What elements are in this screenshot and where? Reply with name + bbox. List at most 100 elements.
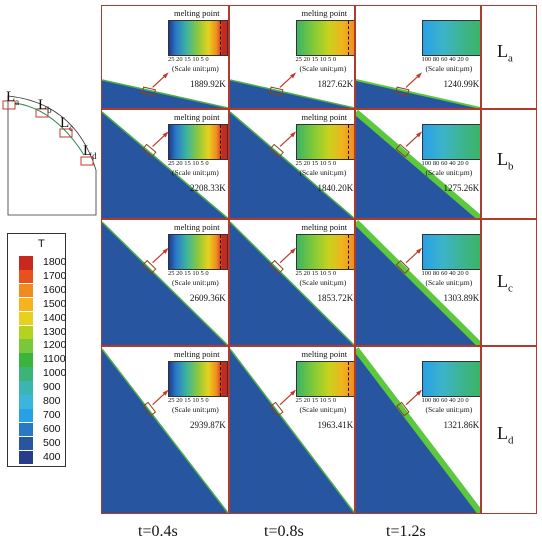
schematic-label-lb: Lb	[38, 97, 52, 115]
melting-point-line	[220, 361, 221, 396]
temperature-field	[355, 109, 480, 218]
zoom-inset	[295, 360, 354, 397]
simulation-cell: melting point 25 20 15 10 5 0 (Scale unit:…	[102, 219, 228, 345]
simulation-cell: melting point 25 20 15 10 5 0 (Scale unit:…	[102, 346, 228, 513]
temperature-field	[229, 348, 354, 513]
peak-temperature-value: 2208.33K	[190, 182, 226, 193]
legend-swatch	[19, 422, 33, 437]
scale-unit-label: (Scale unit:μm)	[425, 404, 473, 414]
legend-swatch	[19, 395, 33, 409]
legend-swatch	[19, 381, 33, 395]
melting-point-label: melting point	[301, 8, 348, 18]
legend-value: 1300	[43, 325, 67, 338]
temperature-field	[355, 72, 480, 108]
peak-temperature-value: 1240.99K	[443, 79, 480, 89]
legend-swatch	[19, 450, 33, 465]
zoom-inset	[168, 123, 228, 160]
scale-ticks: 25 20 15 10 5 0	[168, 269, 209, 277]
simulation-cell: melting point 25 20 15 10 5 0 (Scale unit:…	[229, 109, 354, 218]
scale-ticks: 100 80 60 40 20 0	[421, 396, 469, 404]
scale-unit-label: (Scale unit:μm)	[425, 167, 473, 177]
melting-point-label: melting point	[174, 8, 220, 18]
row-label-lc: Lc	[497, 271, 513, 295]
melting-point-line	[220, 234, 221, 269]
temperature-field	[102, 110, 228, 218]
legend-swatch	[19, 269, 33, 284]
scale-ticks: 100 80 60 40 20 0	[421, 159, 469, 167]
melting-point-line	[347, 21, 349, 55]
peak-temperature-value: 1827.62K	[317, 79, 354, 89]
simulation-cell: melting point 25 20 15 10 5 0 (Scale unit:…	[102, 109, 228, 218]
melting-point-line	[220, 21, 221, 55]
column-label-t08: t=0.8s	[264, 523, 304, 540]
scale-unit-label: (Scale unit:μm)	[299, 167, 347, 177]
legend-swatch	[19, 283, 33, 298]
schematic-label-la: La	[6, 89, 20, 107]
divider-col-2	[354, 5, 356, 514]
melting-point-label: melting point	[301, 221, 348, 232]
legend-value: 1600	[43, 283, 67, 296]
peak-temperature-value: 1321.86K	[443, 419, 480, 430]
zoom-inset	[295, 123, 354, 160]
scale-unit-label: (Scale unit:μm)	[172, 167, 219, 177]
peak-temperature-value: 1853.72K	[317, 292, 354, 303]
melting-point-line	[347, 234, 349, 269]
melting-point-label: melting point	[174, 221, 220, 232]
simulation-cell: melting point 25 20 15 10 5 0 (Scale unit:…	[229, 346, 354, 513]
scale-unit-label: (Scale unit:μm)	[299, 64, 347, 73]
schematic: La Lb Lc Ld	[0, 89, 101, 220]
legend-value: 1400	[43, 311, 67, 324]
legend-swatch	[19, 367, 33, 381]
peak-temperature-value: 1275.26K	[443, 182, 480, 193]
scale-ticks: 25 20 15 10 5 0	[295, 396, 337, 404]
scale-ticks: 25 20 15 10 5 0	[168, 56, 209, 63]
scale-ticks: 25 20 15 10 5 0	[295, 56, 337, 63]
legend-swatch	[19, 436, 33, 451]
temperature-field	[355, 346, 480, 513]
scale-unit-label: (Scale unit:μm)	[172, 277, 219, 287]
legend-value: 600	[43, 422, 61, 435]
zoom-inset	[168, 233, 228, 270]
legend-value: 900	[43, 381, 61, 394]
simulation-cell: melting point 25 20 15 10 5 0 (Scale unit:…	[102, 6, 228, 108]
schematic-outline	[2, 95, 97, 216]
scale-unit-label: (Scale unit:μm)	[299, 277, 347, 287]
column-label-t12: t=1.2s	[386, 523, 426, 540]
figure-frame	[101, 5, 537, 514]
peak-temperature-value: 1963.41K	[317, 419, 354, 430]
simulation-cell: 100 80 60 40 20 0 (Scale unit:μm) 1240.99K	[355, 6, 480, 108]
zoom-inset	[295, 20, 354, 56]
legend-swatch	[19, 311, 33, 326]
peak-temperature-value: 2609.36K	[190, 292, 226, 303]
legend-value: 400	[43, 450, 61, 463]
legend-value: 1100	[43, 353, 66, 366]
zoom-inset	[168, 360, 228, 397]
scale-unit-label: (Scale unit:μm)	[425, 277, 473, 287]
melting-point-line	[347, 124, 349, 159]
legend-value: 800	[43, 395, 61, 407]
scale-ticks: 100 80 60 40 20 0	[421, 269, 469, 277]
scale-ticks: 25 20 15 10 5 0	[295, 269, 337, 277]
zoom-inset	[421, 123, 480, 160]
temperature-field	[229, 72, 354, 108]
scale-unit-label: (Scale unit:μm)	[299, 404, 347, 414]
legend-swatch	[19, 325, 33, 339]
divider-col-3	[480, 5, 482, 514]
zoom-inset	[421, 20, 480, 56]
legend-value: 1700	[43, 269, 67, 282]
legend-value: 1000	[43, 367, 67, 380]
peak-temperature-value: 1840.20K	[317, 182, 354, 193]
peak-temperature-value: 2939.87K	[190, 419, 226, 430]
temperature-field	[102, 220, 228, 345]
simulation-cell: 100 80 60 40 20 0 (Scale unit:μm) 1275.26K	[355, 109, 480, 218]
legend-value: 1200	[43, 339, 67, 352]
scale-unit-label: (Scale unit:μm)	[172, 64, 219, 73]
divider-row-1	[101, 108, 537, 110]
melting-point-label: melting point	[174, 348, 220, 359]
scale-unit-label: (Scale unit:μm)	[425, 64, 473, 73]
melting-point-label: melting point	[174, 111, 220, 122]
legend-value: 1800	[43, 256, 67, 268]
scale-ticks: 100 80 60 40 20 0	[421, 56, 469, 63]
scale-ticks: 25 20 15 10 5 0	[168, 396, 209, 404]
divider-row-2	[101, 218, 537, 220]
